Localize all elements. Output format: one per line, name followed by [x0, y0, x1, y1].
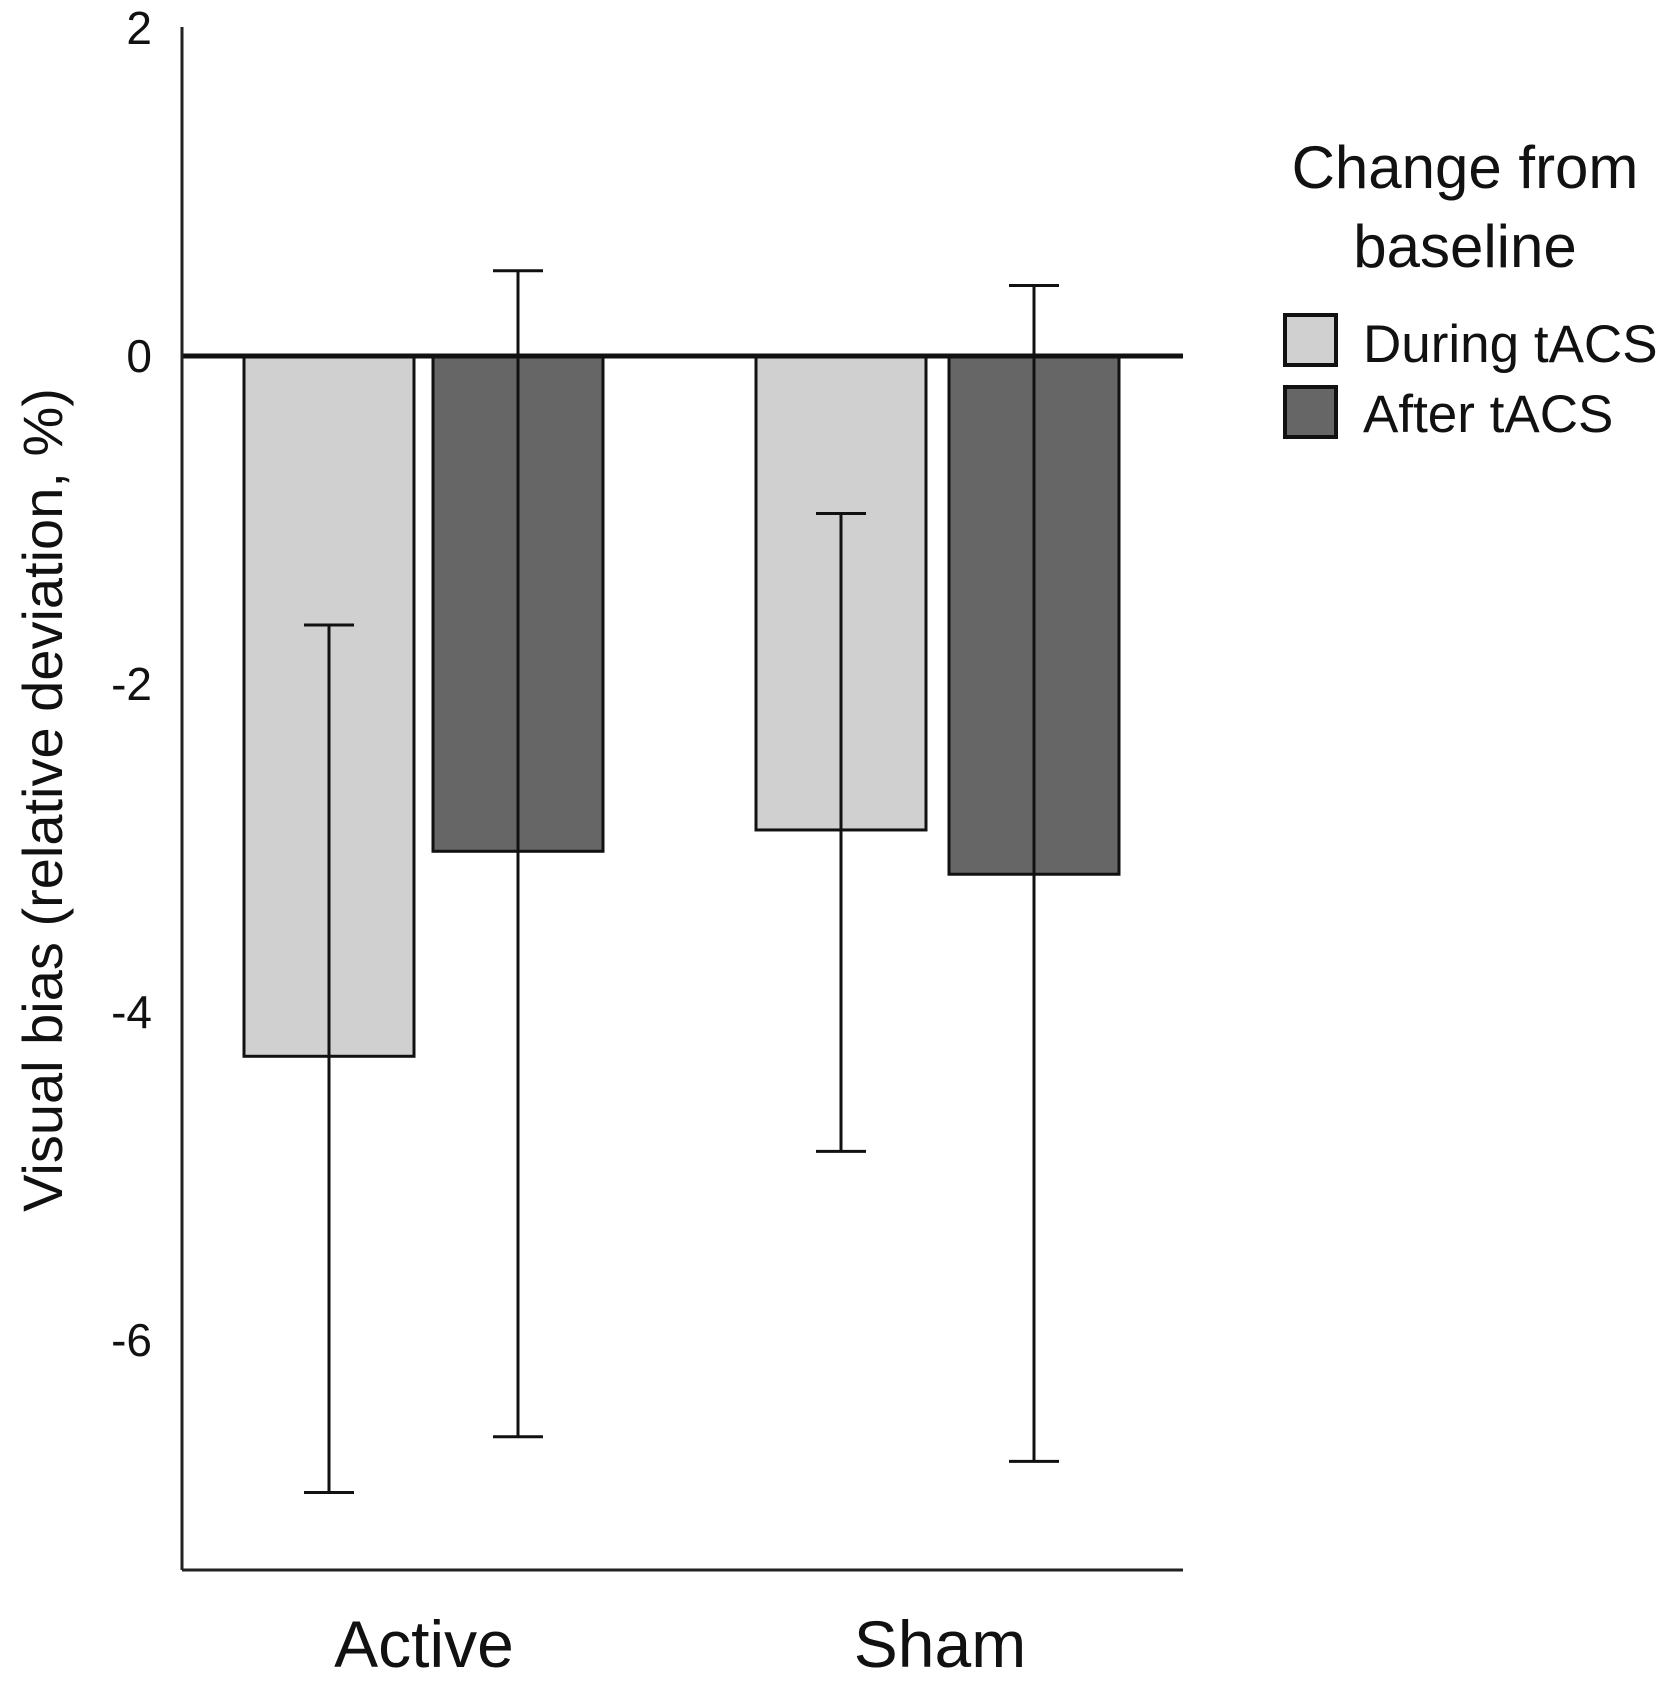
- category-label-active: Active: [334, 1607, 514, 1681]
- legend-label-during: During tACS: [1363, 315, 1658, 374]
- error-bar: [304, 623, 354, 1495]
- y-tick-label: -6: [111, 1314, 152, 1366]
- legend-title-line-1: Change from: [1292, 134, 1639, 201]
- error-bar: [1009, 283, 1059, 1463]
- legend-label-after: After tACS: [1363, 385, 1613, 444]
- error-bar: [493, 269, 543, 1439]
- bars-layer: [242, 354, 1121, 1058]
- y-axis-label: Visual bias (relative deviation, %): [11, 388, 74, 1212]
- error-bars-layer: [304, 269, 1059, 1495]
- y-tick-labels: 2 0 -2 -4 -6: [111, 2, 152, 1366]
- legend: Change from baseline During tACS After t…: [1283, 134, 1658, 444]
- category-label-sham: Sham: [854, 1607, 1026, 1681]
- y-tick-label: -2: [111, 658, 152, 710]
- y-tick-label: 0: [126, 330, 152, 382]
- legend-title-line-2: baseline: [1353, 213, 1577, 280]
- error-bar: [816, 511, 866, 1153]
- legend-swatch-during: [1283, 313, 1338, 367]
- y-tick-label: 2: [126, 2, 152, 54]
- y-tick-label: -4: [111, 986, 152, 1038]
- legend-swatch-after: [1283, 385, 1338, 439]
